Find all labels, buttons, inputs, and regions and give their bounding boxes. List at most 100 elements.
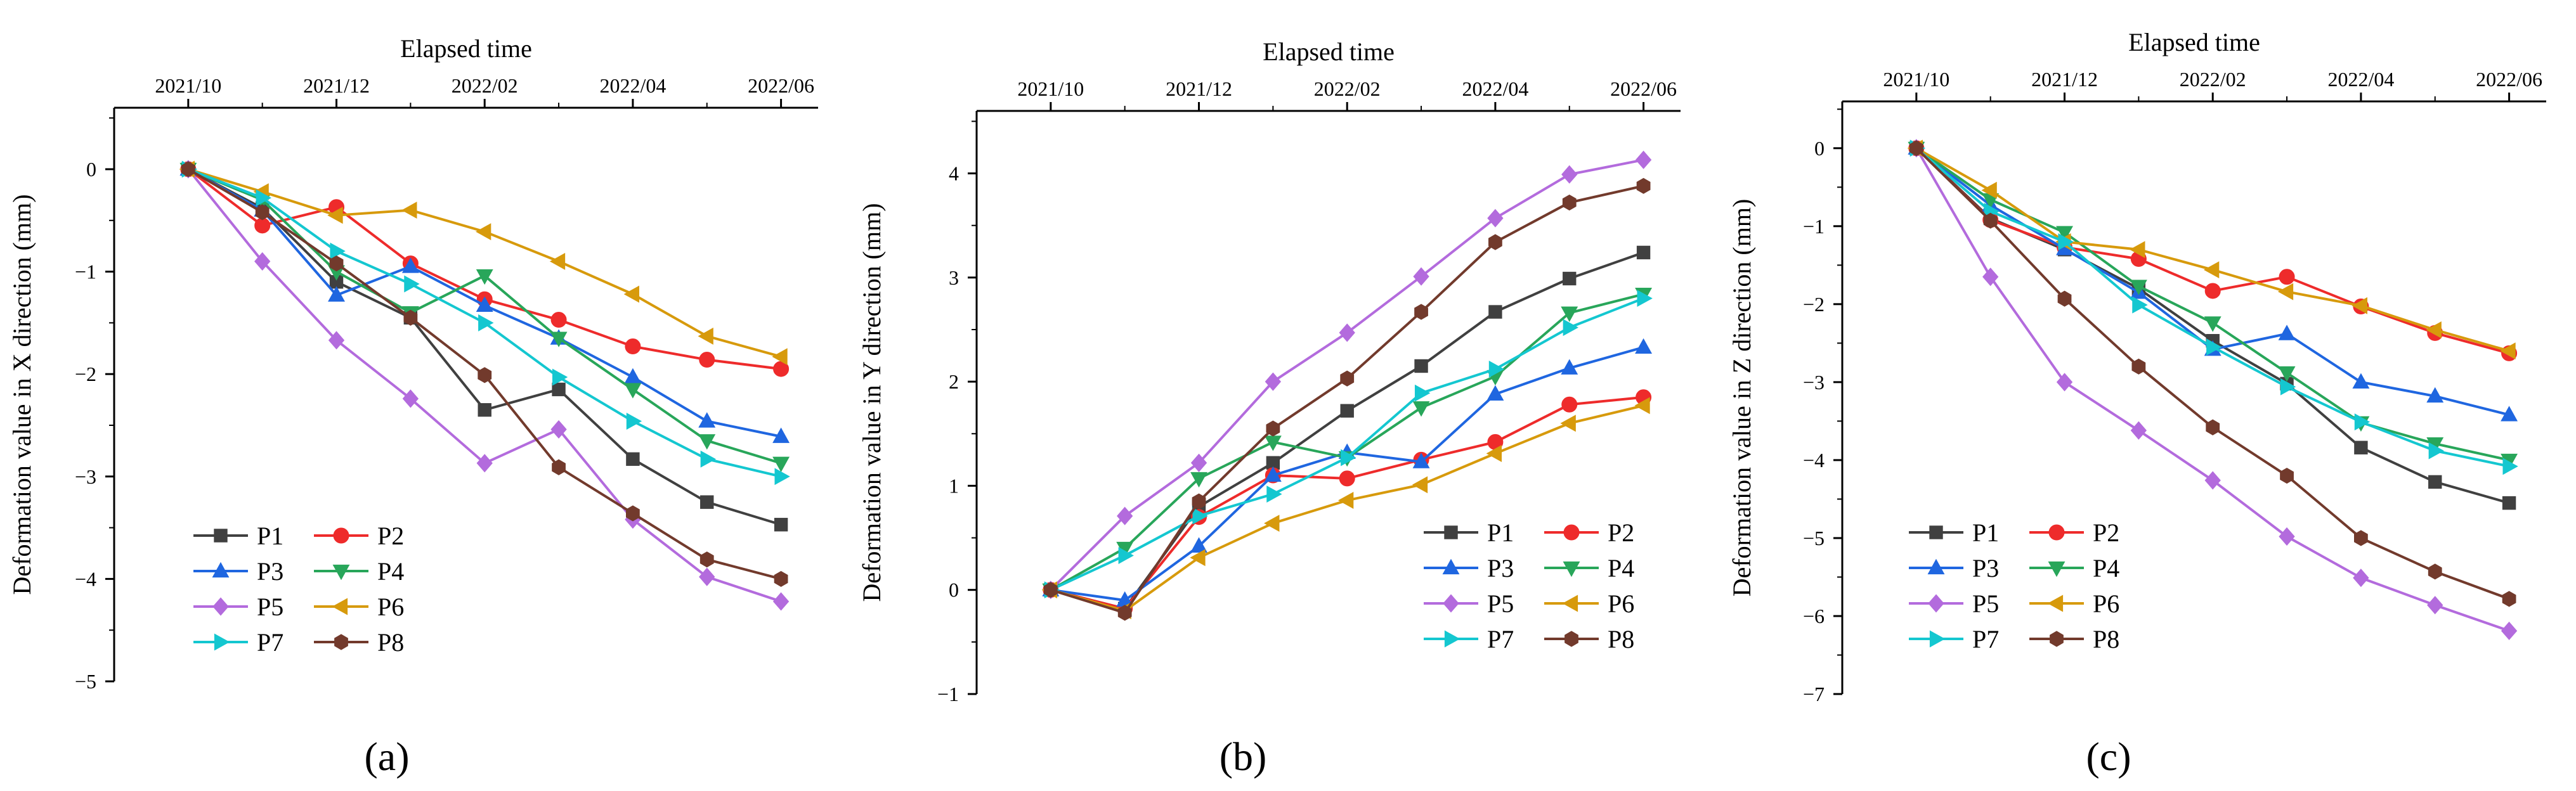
data-point-p1 — [774, 518, 788, 532]
data-point-p7 — [2354, 413, 2371, 431]
data-point-p1 — [700, 495, 714, 509]
data-point-p8 — [255, 204, 270, 221]
data-point-p2 — [2204, 283, 2221, 299]
data-point-p6 — [1412, 476, 1428, 494]
data-point-p8 — [1266, 420, 1280, 437]
legend-item-p1: P1 — [1909, 518, 1999, 547]
data-point-p6 — [1486, 445, 1502, 462]
series-p4 — [179, 162, 790, 473]
legend-marker — [1563, 524, 1580, 541]
series-line-p3 — [1915, 147, 2510, 416]
data-point-p1 — [2428, 475, 2442, 489]
data-point-p7 — [1266, 486, 1282, 503]
x-axis-title: Elapsed time — [2128, 28, 2260, 56]
data-point-p3 — [328, 286, 345, 302]
data-point-p1 — [1414, 359, 1428, 373]
data-point-p5 — [1117, 506, 1133, 525]
chart-panel-b: 2021/10 2021/12 2022/02 2022/04 2022/06 Elaps… — [857, 37, 1681, 779]
legend-item-p8: P8 — [314, 628, 404, 657]
data-point-p5 — [2501, 621, 2518, 640]
legend: P1 P2 P3 P4 P5 P6 P7 P8 — [193, 522, 404, 657]
legend-label: P1 — [1972, 518, 1999, 547]
data-point-p6 — [401, 202, 417, 219]
data-point-p5 — [772, 592, 790, 611]
data-point-p5 — [476, 454, 493, 473]
legend-marker — [2050, 631, 2064, 647]
x-tick-label: 2021/10 — [1017, 77, 1084, 100]
data-point-p3 — [1412, 453, 1430, 468]
panel-label: (b) — [1220, 734, 1267, 779]
data-point-p3 — [401, 257, 419, 273]
legend-item-p6: P6 — [2029, 589, 2119, 618]
data-point-p4 — [1561, 306, 1578, 322]
data-point-p6 — [623, 285, 639, 303]
data-point-p5 — [402, 389, 419, 408]
data-point-p5 — [2427, 596, 2443, 615]
data-point-p2 — [254, 217, 271, 234]
x-axis-title: Elapsed time — [400, 34, 532, 63]
data-point-p7 — [478, 314, 494, 331]
series-p5 — [1043, 150, 1652, 600]
legend-item-p6: P6 — [1544, 589, 1634, 618]
legend-marker — [333, 527, 349, 544]
data-point-p7 — [626, 413, 642, 430]
data-point-p8 — [1192, 493, 1206, 510]
series-p8 — [1043, 177, 1651, 621]
legend-item-p3: P3 — [1424, 554, 1514, 582]
data-point-p6 — [2203, 261, 2220, 279]
legend-marker — [1563, 561, 1580, 577]
data-point-p5 — [2130, 421, 2147, 440]
legend-item-p5: P5 — [193, 593, 283, 621]
legend-label: P6 — [377, 593, 404, 621]
data-point-p6 — [2352, 297, 2367, 314]
series-line-p4 — [1915, 147, 2510, 461]
data-point-p5 — [1339, 323, 1355, 342]
data-point-p7 — [1414, 384, 1431, 402]
legend-label: P5 — [257, 593, 283, 621]
data-point-p5 — [1487, 209, 1504, 228]
legend-item-p8: P8 — [2029, 625, 2119, 653]
x-axis-title: Elapsed time — [1263, 37, 1395, 66]
data-point-p8 — [1983, 212, 1998, 229]
legend-item-p2: P2 — [314, 522, 404, 550]
chart-panel-a: 2021/10 2021/12 2022/02 2022/04 2022/06 Elaps… — [8, 34, 818, 779]
data-point-p6 — [1560, 415, 1576, 432]
y-tick-label: −5 — [75, 670, 96, 693]
data-point-p7 — [256, 189, 271, 207]
chart-panel-c: 2021/10 2021/12 2022/02 2022/04 2022/06 Elaps… — [1727, 28, 2546, 779]
legend-marker — [1929, 630, 1946, 648]
legend: P1 P2 P3 P4 P5 P6 P7 P8 — [1424, 518, 1634, 653]
data-point-p8 — [2280, 467, 2294, 484]
data-point-p3 — [476, 296, 493, 312]
legend-marker — [212, 562, 230, 578]
data-point-p1 — [478, 403, 491, 417]
data-point-p6 — [2500, 342, 2516, 360]
data-point-p1 — [1563, 271, 1577, 286]
legend-item-p1: P1 — [193, 522, 283, 550]
data-point-p5 — [2279, 527, 2295, 546]
y-tick-label: 4 — [949, 162, 959, 185]
series-line-p2 — [187, 168, 781, 371]
data-point-p4 — [1412, 401, 1430, 417]
legend-marker — [1444, 525, 1458, 539]
data-point-p8 — [1909, 140, 1923, 157]
legend-marker — [1928, 594, 1944, 613]
y-tick-label: −4 — [1803, 449, 1825, 472]
data-point-p7 — [330, 242, 346, 260]
y-tick-label: 2 — [949, 370, 959, 393]
series-p8 — [1909, 140, 2516, 607]
data-point-p3 — [1190, 537, 1207, 553]
legend-label: P5 — [1972, 589, 1999, 618]
data-point-p4 — [2278, 366, 2296, 382]
data-point-p8 — [2057, 290, 2072, 307]
x-tick-label: 2022/06 — [748, 74, 814, 97]
data-point-p8 — [2502, 591, 2516, 607]
data-point-p1 — [2502, 496, 2516, 510]
y-tick-label: −3 — [1803, 371, 1825, 394]
legend-item-p5: P5 — [1909, 589, 1999, 618]
data-point-p7 — [1563, 319, 1578, 337]
data-point-p4 — [1190, 472, 1207, 488]
data-point-p1 — [626, 452, 640, 466]
data-point-p5 — [328, 331, 345, 350]
